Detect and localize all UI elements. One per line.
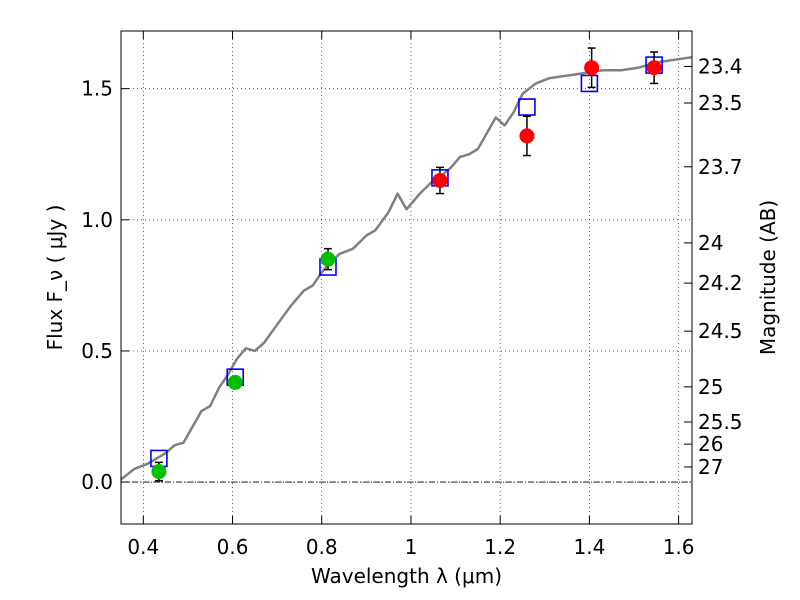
y-axis-label: Flux F_ν ( μJy ): [43, 205, 67, 351]
magnitude-tick-label: 23.7: [698, 155, 743, 179]
magnitude-tick-label: 26: [698, 432, 723, 456]
observed-flux-point: [227, 374, 243, 390]
x-tick-label: 0.4: [127, 535, 159, 559]
model-flux-square: [518, 98, 536, 116]
magnitude-axis-label: Magnitude (AB): [756, 200, 780, 355]
x-tick-label: 1.4: [573, 535, 605, 559]
model-spectrum-layer: [120, 55, 693, 481]
y-tick-label: 0.0: [81, 470, 113, 494]
x-tick-label: 0.6: [217, 535, 249, 559]
observed-flux-point: [584, 60, 600, 76]
observed-photometry-layer: [151, 47, 662, 482]
y-tick-label: 0.5: [81, 339, 113, 363]
x-tick-label: 1.2: [484, 535, 516, 559]
axis-ticks: 0.4 0.6 0.8 1 1.2 1.4 1.6 0.0 0.5 1.0 1.5 23.4 23.5 2…: [81, 31, 743, 559]
x-tick-label: 0.8: [306, 535, 338, 559]
x-tick-label: 1: [405, 535, 418, 559]
magnitude-tick-label: 25.5: [698, 410, 743, 434]
magnitude-tick-label: 24.5: [698, 319, 743, 343]
magnitude-tick-label: 27: [698, 455, 723, 479]
observed-flux-point: [646, 60, 662, 76]
observed-flux-point: [519, 128, 535, 144]
magnitude-tick-label: 23.5: [698, 91, 743, 115]
grid: [121, 31, 692, 524]
y-tick-label: 1.5: [81, 77, 113, 101]
magnitude-tick-label: 25: [698, 375, 723, 399]
observed-flux-point: [432, 172, 448, 188]
observed-flux-point: [320, 251, 336, 267]
observed-flux-point: [151, 464, 167, 480]
y-tick-label: 1.0: [81, 208, 113, 232]
magnitude-tick-label: 24: [698, 231, 723, 255]
model-flux-square: [580, 74, 599, 93]
x-axis-label: Wavelength λ (μm): [311, 564, 502, 588]
magnitude-tick-label: 23.4: [698, 54, 743, 78]
magnitude-tick-label: 24.2: [698, 271, 743, 295]
model-spectrum-line: [120, 55, 693, 481]
model-photometry-layer: [150, 56, 663, 468]
plot-frame: [120, 30, 693, 525]
x-tick-label: 1.6: [663, 535, 695, 559]
